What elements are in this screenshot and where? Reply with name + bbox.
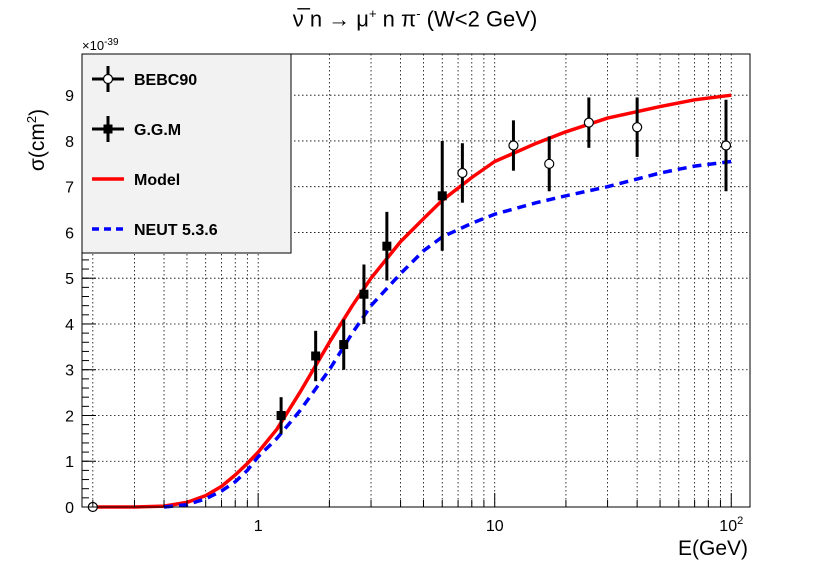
- y-tick-label: 8: [65, 134, 74, 151]
- data-points: [87, 97, 732, 513]
- point-g-g-m: [339, 340, 349, 350]
- legend-marker-square: [103, 124, 113, 134]
- title-mu: μ: [350, 6, 369, 32]
- title-arrow: →: [328, 6, 351, 32]
- plot-frame: [81, 53, 751, 508]
- y-exponent-power: -39: [104, 37, 119, 48]
- point-g-g-m: [437, 191, 447, 201]
- point-bebc90: [583, 117, 594, 128]
- series-line-model: [92, 93, 732, 509]
- legend: BEBC90 G.G.M Model NEUT 5.3.6: [81, 53, 292, 254]
- title-mu-sup: +: [368, 6, 377, 21]
- y-tick-label: 4: [65, 317, 74, 334]
- point-bebc90: [457, 167, 468, 179]
- x-axis-label: E(GeV): [678, 537, 748, 560]
- legend-label-ggm: G.G.M: [134, 122, 181, 139]
- legend-label-bebc: BEBC90: [134, 72, 197, 89]
- y-label-main: σ(cm: [26, 123, 49, 171]
- title-nubar: ν̅: [292, 6, 304, 32]
- point-bebc90: [720, 140, 732, 151]
- point-g-g-m: [311, 351, 321, 361]
- y-tick-label: 7: [65, 180, 74, 197]
- point-bebc90: [508, 140, 519, 151]
- y-axis-label: σ(cm2): [24, 109, 49, 171]
- legend-label-model: Model: [134, 172, 180, 189]
- y-label-close: ): [26, 109, 49, 116]
- y-tick-label: 6: [65, 225, 74, 242]
- y-exponent-base: ×10: [82, 38, 104, 53]
- title-tail: (W<2 GeV): [420, 6, 538, 32]
- point-g-g-m: [382, 241, 392, 251]
- y-exponent: ×10-39: [82, 37, 119, 53]
- legend-label-neut: NEUT 5.3.6: [134, 222, 218, 239]
- curves: [92, 93, 732, 509]
- x-tick-label-sup: 2: [737, 515, 743, 527]
- chart-title: ν̅ n → μ+ n π- (W<2 GeV): [0, 6, 830, 32]
- x-tick-label: 1: [254, 518, 263, 535]
- x-tick-label: 10: [486, 518, 504, 535]
- point-g-g-m: [276, 410, 286, 420]
- x-tick-label: 102: [719, 515, 743, 535]
- y-tick-label: 9: [65, 88, 74, 105]
- point-g-g-m: [359, 289, 369, 299]
- y-tick-label: 5: [65, 271, 74, 288]
- point-bebc90: [632, 122, 643, 133]
- legend-marker-circle: [102, 73, 114, 85]
- title-n2: n π: [376, 6, 417, 32]
- y-tick-label: 1: [65, 454, 74, 471]
- y-tick-label: 2: [65, 408, 74, 425]
- y-tick-label: 3: [65, 363, 74, 380]
- y-label-sup: 2: [24, 116, 39, 123]
- legend-box: [81, 53, 292, 254]
- title-n1: n: [303, 6, 329, 32]
- title-pi-sup: -: [416, 6, 421, 21]
- point-bebc90: [544, 158, 555, 169]
- series-line-neut-5-3-6: [163, 159, 732, 509]
- y-tick-label: 0: [65, 500, 74, 517]
